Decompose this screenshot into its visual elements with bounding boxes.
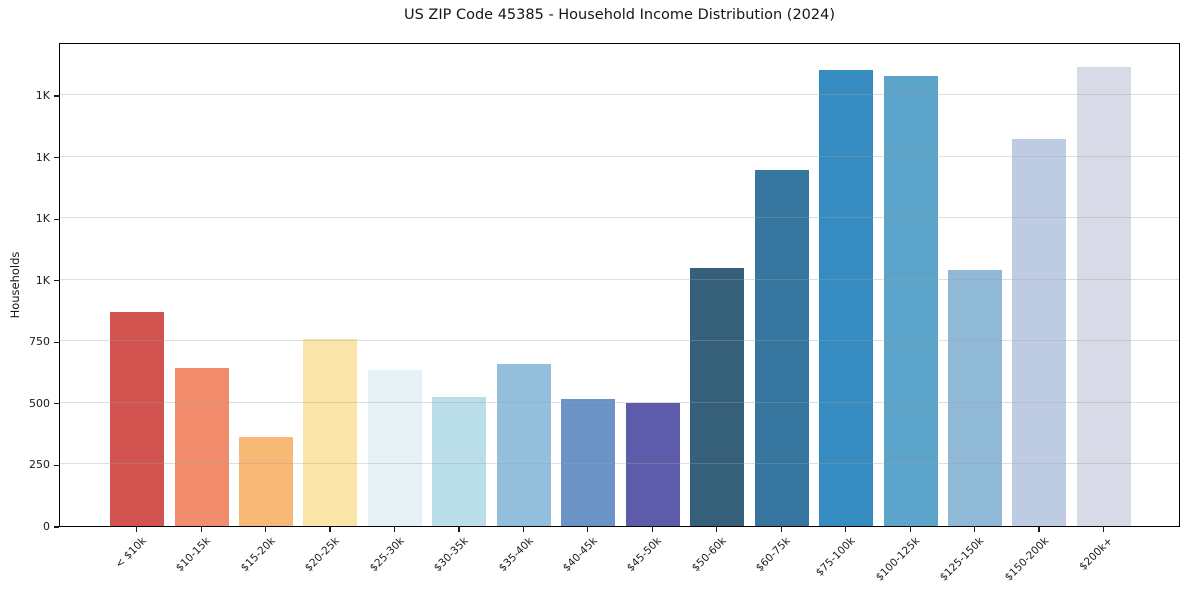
y-tick-label: 500 bbox=[29, 396, 50, 410]
x-tick-label-text: $45-50k bbox=[625, 535, 665, 575]
x-tick-mark bbox=[1102, 527, 1105, 532]
x-tick-label-text: $150-200k bbox=[1002, 535, 1051, 584]
y-tick-label: 1K bbox=[35, 150, 50, 164]
bar-< $10k bbox=[110, 312, 165, 526]
gridline bbox=[60, 340, 1179, 342]
x-tick-mark bbox=[716, 527, 718, 532]
y-tick-mark bbox=[54, 526, 59, 528]
bar-$125-150k bbox=[947, 269, 1002, 526]
x-tick-mark bbox=[393, 527, 396, 532]
x-tick-mark bbox=[329, 527, 331, 532]
gridline bbox=[60, 93, 1179, 95]
y-tick-mark bbox=[54, 403, 59, 405]
bar-$15-20k bbox=[239, 437, 294, 526]
x-tick-mark bbox=[265, 527, 267, 532]
y-tick-label: 1K bbox=[35, 212, 50, 226]
gridline bbox=[60, 217, 1179, 219]
x-tick-label-text: $75-100k bbox=[813, 535, 858, 579]
x-tick-mark bbox=[909, 527, 911, 532]
chart-title: US ZIP Code 45385 - Household Income Dis… bbox=[403, 7, 836, 23]
y-tick-label: 250 bbox=[29, 458, 50, 472]
bar-$30-35k bbox=[432, 397, 487, 526]
x-tick-label-text: $35-40k bbox=[496, 535, 536, 575]
x-tick-mark bbox=[522, 527, 524, 532]
bar-$60-75k bbox=[754, 170, 809, 526]
y-tick-mark bbox=[54, 464, 59, 466]
bar-$150-200k bbox=[1012, 138, 1067, 526]
x-tick-mark bbox=[780, 527, 782, 532]
y-tick-label: 1K bbox=[35, 88, 50, 102]
y-tick-label: 0 bbox=[43, 520, 50, 533]
bar-$50-60k bbox=[690, 268, 745, 526]
y-tick-mark bbox=[54, 156, 59, 159]
bar-$75-100k bbox=[819, 70, 874, 526]
x-tick-label-text: $25-30k bbox=[367, 535, 407, 575]
x-tick-label-text: $15-20k bbox=[238, 535, 278, 575]
bar-$20-25k bbox=[303, 338, 358, 526]
x-tick-label-text: $60-75k bbox=[754, 535, 794, 575]
y-tick-label: 750 bbox=[29, 335, 50, 349]
x-tick-mark bbox=[587, 527, 589, 532]
y-tick-mark bbox=[54, 218, 59, 220]
y-tick-mark bbox=[54, 341, 59, 343]
plot-area bbox=[59, 43, 1180, 527]
y-tick-label: 1K bbox=[35, 273, 50, 287]
x-tick-label-text: $50-60k bbox=[689, 535, 729, 575]
gridline bbox=[60, 155, 1179, 157]
x-tick-label-text: $100-125k bbox=[873, 535, 923, 584]
x-tick-label-text: $30-35k bbox=[431, 535, 471, 575]
x-tick-mark bbox=[200, 527, 202, 532]
x-tick-label-text: $10-15k bbox=[173, 535, 214, 575]
x-tick-mark bbox=[973, 527, 976, 532]
bar-$25-30k bbox=[367, 370, 422, 526]
x-tick-label-text: $20-25k bbox=[302, 535, 342, 575]
bar-$35-40k bbox=[496, 363, 551, 526]
x-tick-label-text: < $10k bbox=[113, 535, 149, 571]
y-tick-mark bbox=[54, 280, 59, 282]
bar-$40-45k bbox=[561, 399, 616, 526]
x-tick-mark bbox=[136, 527, 138, 532]
x-tick-label-text: $125-150k bbox=[937, 535, 987, 584]
bar-$10-15k bbox=[174, 368, 229, 526]
x-tick-mark bbox=[1038, 527, 1040, 532]
bar-$200k+ bbox=[1076, 66, 1131, 526]
gridline bbox=[60, 278, 1179, 280]
x-tick-mark bbox=[651, 527, 653, 532]
y-tick-mark bbox=[54, 95, 59, 97]
bar-$100-125k bbox=[883, 76, 938, 526]
x-tick-mark bbox=[458, 527, 460, 532]
x-tick-mark bbox=[845, 527, 847, 532]
x-tick-label-text: $40-45k bbox=[560, 535, 600, 575]
bar-$45-50k bbox=[625, 402, 680, 526]
x-tick-label-text: $200k+ bbox=[1077, 535, 1116, 573]
